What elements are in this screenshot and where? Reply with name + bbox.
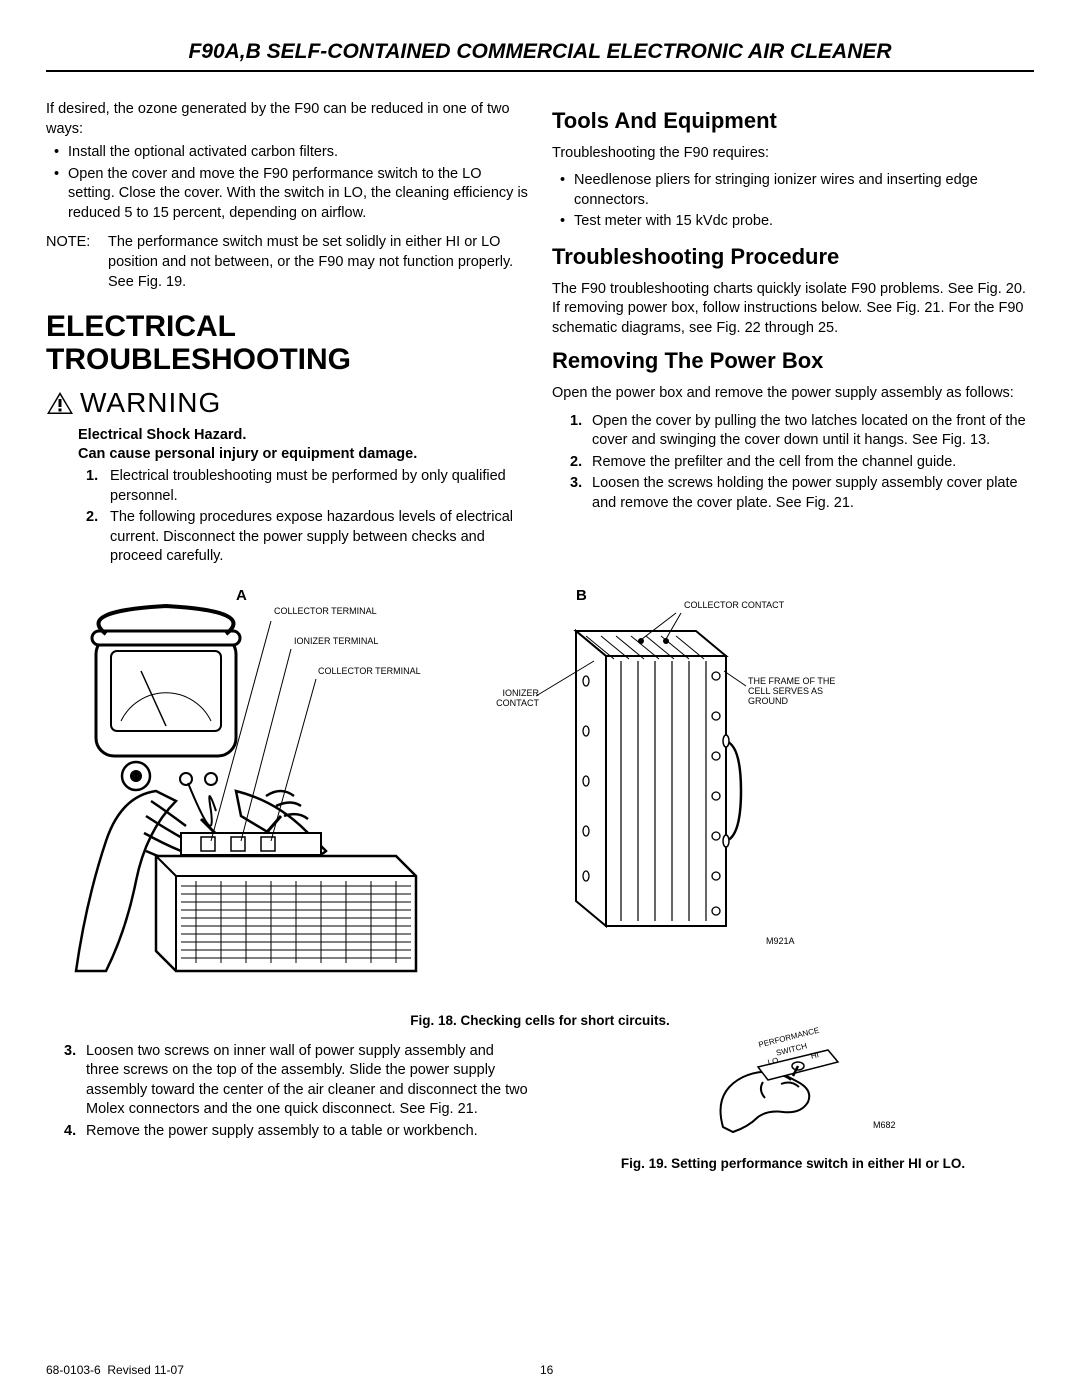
warning-text: WARNING xyxy=(80,384,221,422)
fig19-mref: M682 xyxy=(873,1120,896,1130)
figure-b: COLLECTOR CONTACT IONIZER CONTACT THE FR… xyxy=(466,601,846,981)
list-text: Remove the prefilter and the cell from t… xyxy=(592,454,956,470)
doc-number: 68-0103-6 xyxy=(46,1363,101,1377)
revision: Revised 11-07 xyxy=(107,1363,184,1377)
ozone-bullets: Install the optional activated carbon fi… xyxy=(46,143,528,223)
two-column-layout: If desired, the ozone generated by the F… xyxy=(46,100,1034,569)
footer-doc: 68-0103-6 Revised 11-07 xyxy=(46,1363,540,1377)
ozone-intro: If desired, the ozone generated by the F… xyxy=(46,100,528,139)
warning-row: WARNING xyxy=(46,384,528,422)
bottom-left: 3.Loosen two screws on inner wall of pow… xyxy=(46,1032,528,1171)
figures-row: A B xyxy=(46,587,1034,1007)
fig18-caption: Fig. 18. Checking cells for short circui… xyxy=(46,1013,1034,1028)
tools-intro: Troubleshooting the F90 requires: xyxy=(552,144,1034,164)
bottom-columns: 3.Loosen two screws on inner wall of pow… xyxy=(46,1032,1034,1171)
page-footer: 68-0103-6 Revised 11-07 16 xyxy=(46,1363,1034,1377)
tools-heading: Tools And Equipment xyxy=(552,106,1034,136)
list-item: 3.Loosen two screws on inner wall of pow… xyxy=(46,1042,528,1120)
list-text: The following procedures expose hazardou… xyxy=(110,509,513,564)
list-item: 3.Loosen the screws holding the power su… xyxy=(552,474,1034,513)
note-label: NOTE: xyxy=(46,233,108,292)
meter-cell-diagram xyxy=(66,601,446,981)
tools-bullets: Needlenose pliers for stringing ionizer … xyxy=(552,171,1034,232)
left-column: If desired, the ozone generated by the F… xyxy=(46,100,528,569)
shock-subtitle: Can cause personal injury or equipment d… xyxy=(78,445,528,465)
list-item: 1.Electrical troubleshooting must be per… xyxy=(78,467,528,506)
list-item: 2.Remove the prefilter and the cell from… xyxy=(552,453,1034,473)
list-text: Open the cover by pulling the two latche… xyxy=(592,413,1026,449)
remove-intro: Open the power box and remove the power … xyxy=(552,384,1034,404)
fig-b-mref: M921A xyxy=(766,936,795,946)
callout-ionizer-terminal: IONIZER TERMINAL xyxy=(294,637,378,647)
bullet-item: Install the optional activated carbon fi… xyxy=(46,143,528,163)
note-body: The performance switch must be set solid… xyxy=(108,233,528,292)
callout-ionizer-contact: IONIZER CONTACT xyxy=(484,689,539,709)
procedure-body: The F90 troubleshooting charts quickly i… xyxy=(552,280,1034,339)
continue-list: 3.Loosen two screws on inner wall of pow… xyxy=(46,1042,528,1142)
bullet-item: Open the cover and move the F90 performa… xyxy=(46,165,528,224)
shock-title: Electrical Shock Hazard. xyxy=(78,426,528,446)
right-column: Tools And Equipment Troubleshooting the … xyxy=(552,100,1034,569)
remove-heading: Removing The Power Box xyxy=(552,346,1034,376)
callout-collector-terminal-2: COLLECTOR TERMINAL xyxy=(318,667,421,677)
procedure-heading: Troubleshooting Procedure xyxy=(552,242,1034,272)
warning-triangle-icon xyxy=(46,391,74,415)
shock-hazard-block: Electrical Shock Hazard. Can cause perso… xyxy=(46,426,528,567)
page-header: F90A,B SELF-CONTAINED COMMERCIAL ELECTRO… xyxy=(46,40,1034,72)
list-item: 4.Remove the power supply assembly to a … xyxy=(46,1122,528,1142)
list-text: Remove the power supply assembly to a ta… xyxy=(86,1123,478,1139)
footer-page: 16 xyxy=(540,1363,1034,1377)
list-text: Electrical troubleshooting must be perfo… xyxy=(110,468,506,504)
bullet-item: Test meter with 15 kVdc probe. xyxy=(552,212,1034,232)
note-block: NOTE: The performance switch must be set… xyxy=(46,233,528,292)
callout-collector-contact: COLLECTOR CONTACT xyxy=(684,601,784,611)
warning-list: 1.Electrical troubleshooting must be per… xyxy=(78,467,528,567)
callout-frame-ground: THE FRAME OF THE CELL SERVES AS GROUND xyxy=(748,677,838,707)
remove-list: 1.Open the cover by pulling the two latc… xyxy=(552,412,1034,514)
list-item: 2.The following procedures expose hazard… xyxy=(78,508,528,567)
fig19-caption: Fig. 19. Setting performance switch in e… xyxy=(552,1156,1034,1171)
list-text: Loosen two screws on inner wall of power… xyxy=(86,1043,528,1118)
callout-collector-terminal-1: COLLECTOR TERMINAL xyxy=(274,607,377,617)
bottom-right: PERFORMANCE SWITCH LO HI M682 Fig. 19. S… xyxy=(552,1032,1034,1171)
electrical-troubleshooting-heading: ELECTRICAL TROUBLESHOOTING xyxy=(46,310,528,376)
cell-diagram xyxy=(466,601,846,961)
figure-a: COLLECTOR TERMINAL IONIZER TERMINAL COLL… xyxy=(66,601,446,981)
bullet-item: Needlenose pliers for stringing ionizer … xyxy=(552,171,1034,210)
list-text: Loosen the screws holding the power supp… xyxy=(592,475,1018,511)
list-item: 1.Open the cover by pulling the two latc… xyxy=(552,412,1034,451)
